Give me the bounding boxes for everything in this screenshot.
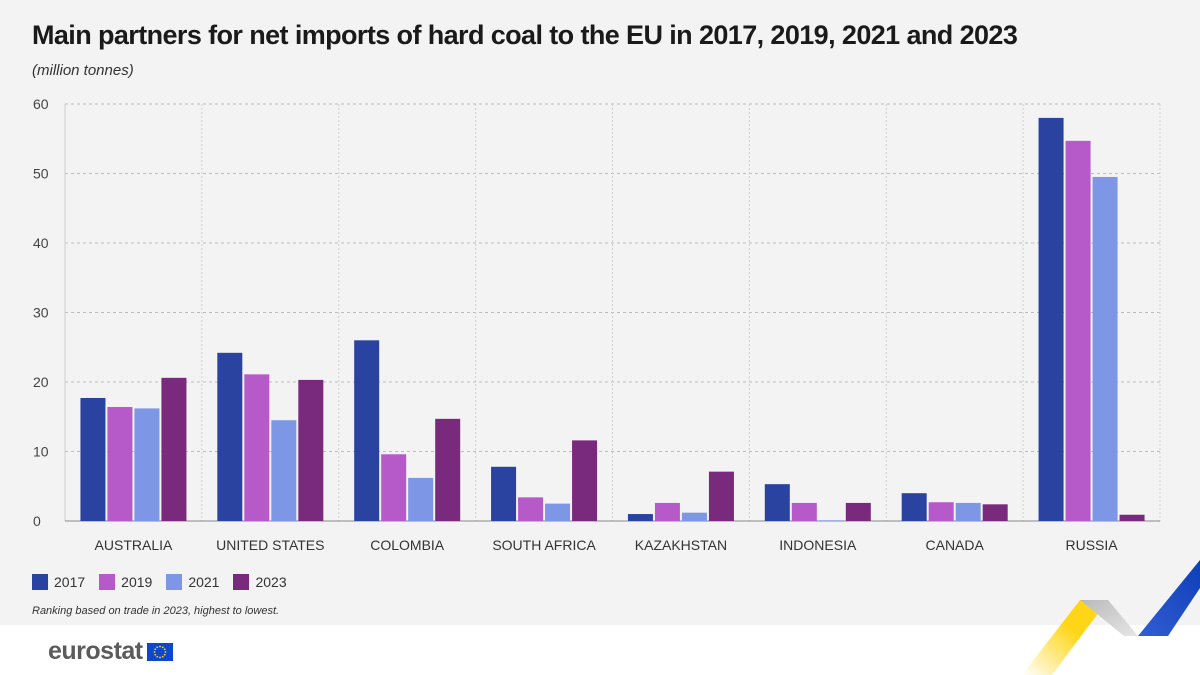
bar-russia-2017 <box>1038 117 1064 522</box>
bar-united-states-2017 <box>217 352 243 521</box>
bar-kazakhstan-2023 <box>708 471 734 521</box>
y-tick-label-40: 40 <box>33 235 49 251</box>
y-tick-label-60: 60 <box>33 96 49 112</box>
bar-canada-2021 <box>955 502 981 521</box>
bar-australia-2023 <box>161 377 187 521</box>
bar-russia-2023 <box>1119 514 1145 521</box>
chart-subtitle: (million tonnes) <box>32 62 134 79</box>
eurostat-logo: eurostat <box>48 637 173 666</box>
bar-canada-2019 <box>928 502 954 521</box>
bar-colombia-2021 <box>408 477 434 521</box>
y-tick-label-20: 20 <box>33 374 49 390</box>
x-tick-label-russia: RUSSIA <box>1066 537 1119 553</box>
legend-swatch-2017 <box>32 574 48 590</box>
logo-text: eurostat <box>48 637 143 665</box>
x-tick-label-kazakhstan: KAZAKHSTAN <box>635 537 727 553</box>
bar-russia-2021 <box>1092 176 1118 521</box>
legend: 2017 2019 2021 2023 <box>32 574 287 590</box>
ranking-note: Ranking based on trade in 2023, highest … <box>32 605 280 617</box>
x-tick-label-indonesia: INDONESIA <box>779 537 857 553</box>
bar-kazakhstan-2019 <box>654 502 680 521</box>
bar-australia-2019 <box>107 407 133 521</box>
bar-indonesia-2021 <box>818 520 844 521</box>
y-tick-label-10: 10 <box>33 444 49 460</box>
bar-south-africa-2017 <box>491 466 517 521</box>
bar-chart: 0 10 20 30 40 50 60 AUSTRALIA UNITED STATES COLOM… <box>33 96 1161 553</box>
legend-item-2023: 2023 <box>233 574 287 590</box>
bar-kazakhstan-2017 <box>627 514 653 521</box>
bar-colombia-2017 <box>354 340 380 521</box>
footer: eurostat <box>0 625 1200 675</box>
bar-united-states-2023 <box>298 379 324 521</box>
x-tick-label-united-states: UNITED STATES <box>216 537 324 553</box>
legend-label-2021: 2021 <box>188 574 220 590</box>
y-tick-label-30: 30 <box>33 305 49 321</box>
legend-label-2019: 2019 <box>121 574 153 590</box>
bar-united-states-2021 <box>271 420 297 521</box>
bar-south-africa-2021 <box>545 503 571 521</box>
bar-south-africa-2019 <box>518 497 544 521</box>
x-tick-label-australia: AUSTRALIA <box>95 537 173 553</box>
bar-united-states-2019 <box>244 374 270 521</box>
legend-swatch-2023 <box>233 574 250 590</box>
x-tick-label-colombia: COLOMBIA <box>370 537 445 553</box>
bar-indonesia-2023 <box>845 502 871 521</box>
chart-title: Main partners for net imports of hard co… <box>32 20 1018 50</box>
legend-label-2023: 2023 <box>255 574 287 590</box>
y-tick-label-50: 50 <box>33 166 49 182</box>
bar-colombia-2019 <box>381 454 407 521</box>
y-tick-label-0: 0 <box>33 513 41 529</box>
legend-item-2021: 2021 <box>166 574 219 590</box>
bar-indonesia-2019 <box>791 502 817 521</box>
x-tick-label-south-africa: SOUTH AFRICA <box>492 537 596 553</box>
bar-russia-2019 <box>1065 140 1091 521</box>
legend-swatch-2019 <box>99 574 116 590</box>
bar-canada-2023 <box>982 504 1008 521</box>
bar-australia-2021 <box>134 408 160 521</box>
eu-flag-icon <box>146 642 173 661</box>
bar-australia-2017 <box>80 397 106 521</box>
legend-swatch-2021 <box>166 574 183 590</box>
legend-item-2019: 2019 <box>99 574 152 590</box>
bar-south-africa-2023 <box>572 440 598 521</box>
bar-indonesia-2017 <box>764 484 790 521</box>
x-tick-label-canada: CANADA <box>926 537 985 553</box>
legend-item-2017: 2017 <box>32 574 85 590</box>
bar-kazakhstan-2021 <box>681 512 707 521</box>
legend-label-2017: 2017 <box>54 574 86 590</box>
bar-canada-2017 <box>901 493 927 521</box>
bar-colombia-2023 <box>435 418 461 521</box>
